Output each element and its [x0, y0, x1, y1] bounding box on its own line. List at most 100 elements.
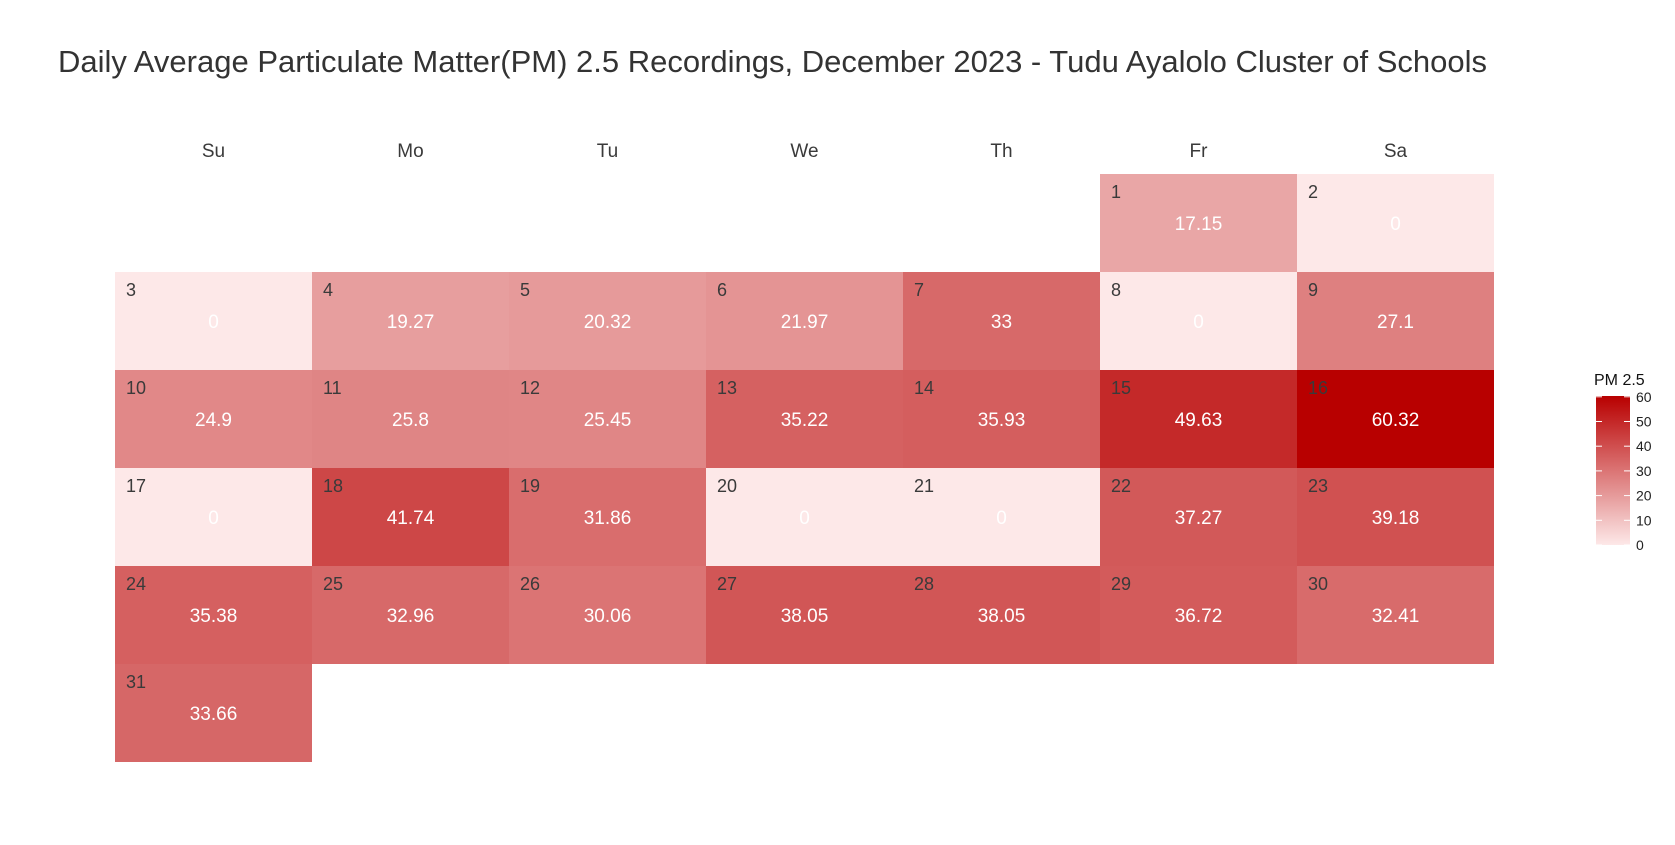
weekday-label-sa: Sa — [1384, 141, 1408, 162]
pm25-value-label: 35.93 — [978, 410, 1026, 431]
day-number: 3 — [126, 280, 136, 300]
day-number: 6 — [717, 280, 727, 300]
calendar-cell-day-16: 16 60.32 — [1297, 370, 1494, 468]
calendar-cell-day-4: 419.27 — [312, 272, 509, 370]
calendar-cell-day-7: 7 33 — [903, 272, 1100, 370]
pm25-value-label: 0 — [208, 312, 219, 333]
calendar-cell-day-5: 520.32 — [509, 272, 706, 370]
day-number: 20 — [717, 476, 737, 496]
pm25-value-label: 31.86 — [584, 508, 632, 529]
pm25-value-label: 37.27 — [1175, 508, 1223, 529]
calendar-cell-day-11: 11 25.8 — [312, 370, 509, 468]
cell-tile — [312, 272, 509, 370]
day-number: 15 — [1111, 378, 1131, 398]
cell-tile — [903, 566, 1100, 664]
day-number: 31 — [126, 672, 146, 692]
pm25-value-label: 36.72 — [1175, 606, 1223, 627]
legend-tick-label: 10 — [1636, 512, 1652, 528]
cell-tile — [706, 272, 903, 370]
cell-tile — [509, 370, 706, 468]
calendar-cell-day-26: 26 30.06 — [509, 566, 706, 664]
day-number: 25 — [323, 574, 343, 594]
cell-tile — [1297, 272, 1494, 370]
calendar-cell-day-6: 621.97 — [706, 272, 903, 370]
pm25-value-label: 33.66 — [190, 704, 238, 725]
day-number: 30 — [1308, 574, 1328, 594]
day-number: 18 — [323, 476, 343, 496]
cell-tile — [706, 468, 903, 566]
cell-tile — [115, 664, 312, 762]
legend-title: PM 2.5 — [1594, 372, 1645, 389]
cell-tile — [1297, 566, 1494, 664]
weekday-label-tu: Tu — [597, 141, 618, 162]
pm25-value-label: 35.38 — [190, 606, 238, 627]
pm25-value-label: 0 — [799, 508, 810, 529]
cell-tile — [1297, 174, 1494, 272]
day-number: 5 — [520, 280, 530, 300]
day-number: 16 — [1308, 378, 1328, 398]
cell-tile — [1100, 272, 1297, 370]
cell-tile — [115, 272, 312, 370]
pm25-value-label: 32.41 — [1372, 606, 1420, 627]
pm25-value-label: 49.63 — [1175, 410, 1223, 431]
day-number: 28 — [914, 574, 934, 594]
calendar-cell-day-12: 12 25.45 — [509, 370, 706, 468]
cell-tile — [115, 566, 312, 664]
weekday-label-mo: Mo — [397, 141, 423, 162]
legend-tick-label: 20 — [1636, 488, 1652, 504]
calendar-cell-day-18: 18 41.74 — [312, 468, 509, 566]
day-number: 7 — [914, 280, 924, 300]
pm25-value-label: 27.1 — [1377, 312, 1414, 333]
cell-tile — [1297, 370, 1494, 468]
pm25-value-label: 33 — [991, 312, 1012, 333]
pm25-value-label: 24.9 — [195, 410, 232, 431]
cell-tile — [1100, 566, 1297, 664]
day-number: 29 — [1111, 574, 1131, 594]
calendar-cell-day-13: 13 35.22 — [706, 370, 903, 468]
calendar-cell-day-9: 927.1 — [1297, 272, 1494, 370]
calendar-cell-day-2: 20 — [1297, 174, 1494, 272]
day-number: 17 — [126, 476, 146, 496]
cell-tile — [903, 370, 1100, 468]
calendar-cell-day-28: 28 38.05 — [903, 566, 1100, 664]
calendar-cell-day-1: 117.15 — [1100, 174, 1297, 272]
cell-tile — [1100, 174, 1297, 272]
cell-tile — [115, 370, 312, 468]
pm25-value-label: 0 — [208, 508, 219, 529]
calendar-cell-day-10: 10 24.9 — [115, 370, 312, 468]
weekday-label-th: Th — [990, 141, 1012, 162]
pm25-value-label: 25.45 — [584, 410, 632, 431]
pm25-value-label: 0 — [996, 508, 1007, 529]
pm25-value-label: 38.05 — [978, 606, 1026, 627]
pm25-value-label: 39.18 — [1372, 508, 1420, 529]
cell-tile — [903, 468, 1100, 566]
calendar-cell-day-21: 21 0 — [903, 468, 1100, 566]
pm25-value-label: 32.96 — [387, 606, 435, 627]
calendar-cell-day-19: 19 31.86 — [509, 468, 706, 566]
cell-tile — [706, 566, 903, 664]
day-number: 14 — [914, 378, 934, 398]
calendar-cell-day-14: 14 35.93 — [903, 370, 1100, 468]
day-number: 11 — [323, 378, 342, 398]
pm25-value-label: 20.32 — [584, 312, 632, 333]
pm25-value-label: 30.06 — [584, 606, 632, 627]
calendar-cell-day-27: 27 38.05 — [706, 566, 903, 664]
calendar-cell-day-15: 15 49.63 — [1100, 370, 1297, 468]
cell-tile — [509, 272, 706, 370]
pm25-value-label: 0 — [1390, 214, 1401, 235]
day-number: 9 — [1308, 280, 1318, 300]
cell-tile — [312, 468, 509, 566]
day-number: 8 — [1111, 280, 1121, 300]
weekday-label-fr: Fr — [1190, 141, 1209, 162]
pm25-value-label: 25.8 — [392, 410, 429, 431]
cell-tile — [1297, 468, 1494, 566]
calendar-cell-day-29: 29 36.72 — [1100, 566, 1297, 664]
calendar-cell-day-17: 17 0 — [115, 468, 312, 566]
day-number: 2 — [1308, 182, 1318, 202]
day-number: 24 — [126, 574, 146, 594]
legend-tick-label: 30 — [1636, 463, 1652, 479]
calendar-cell-day-25: 25 32.96 — [312, 566, 509, 664]
calendar-cell-day-23: 23 39.18 — [1297, 468, 1494, 566]
pm25-value-label: 0 — [1193, 312, 1204, 333]
